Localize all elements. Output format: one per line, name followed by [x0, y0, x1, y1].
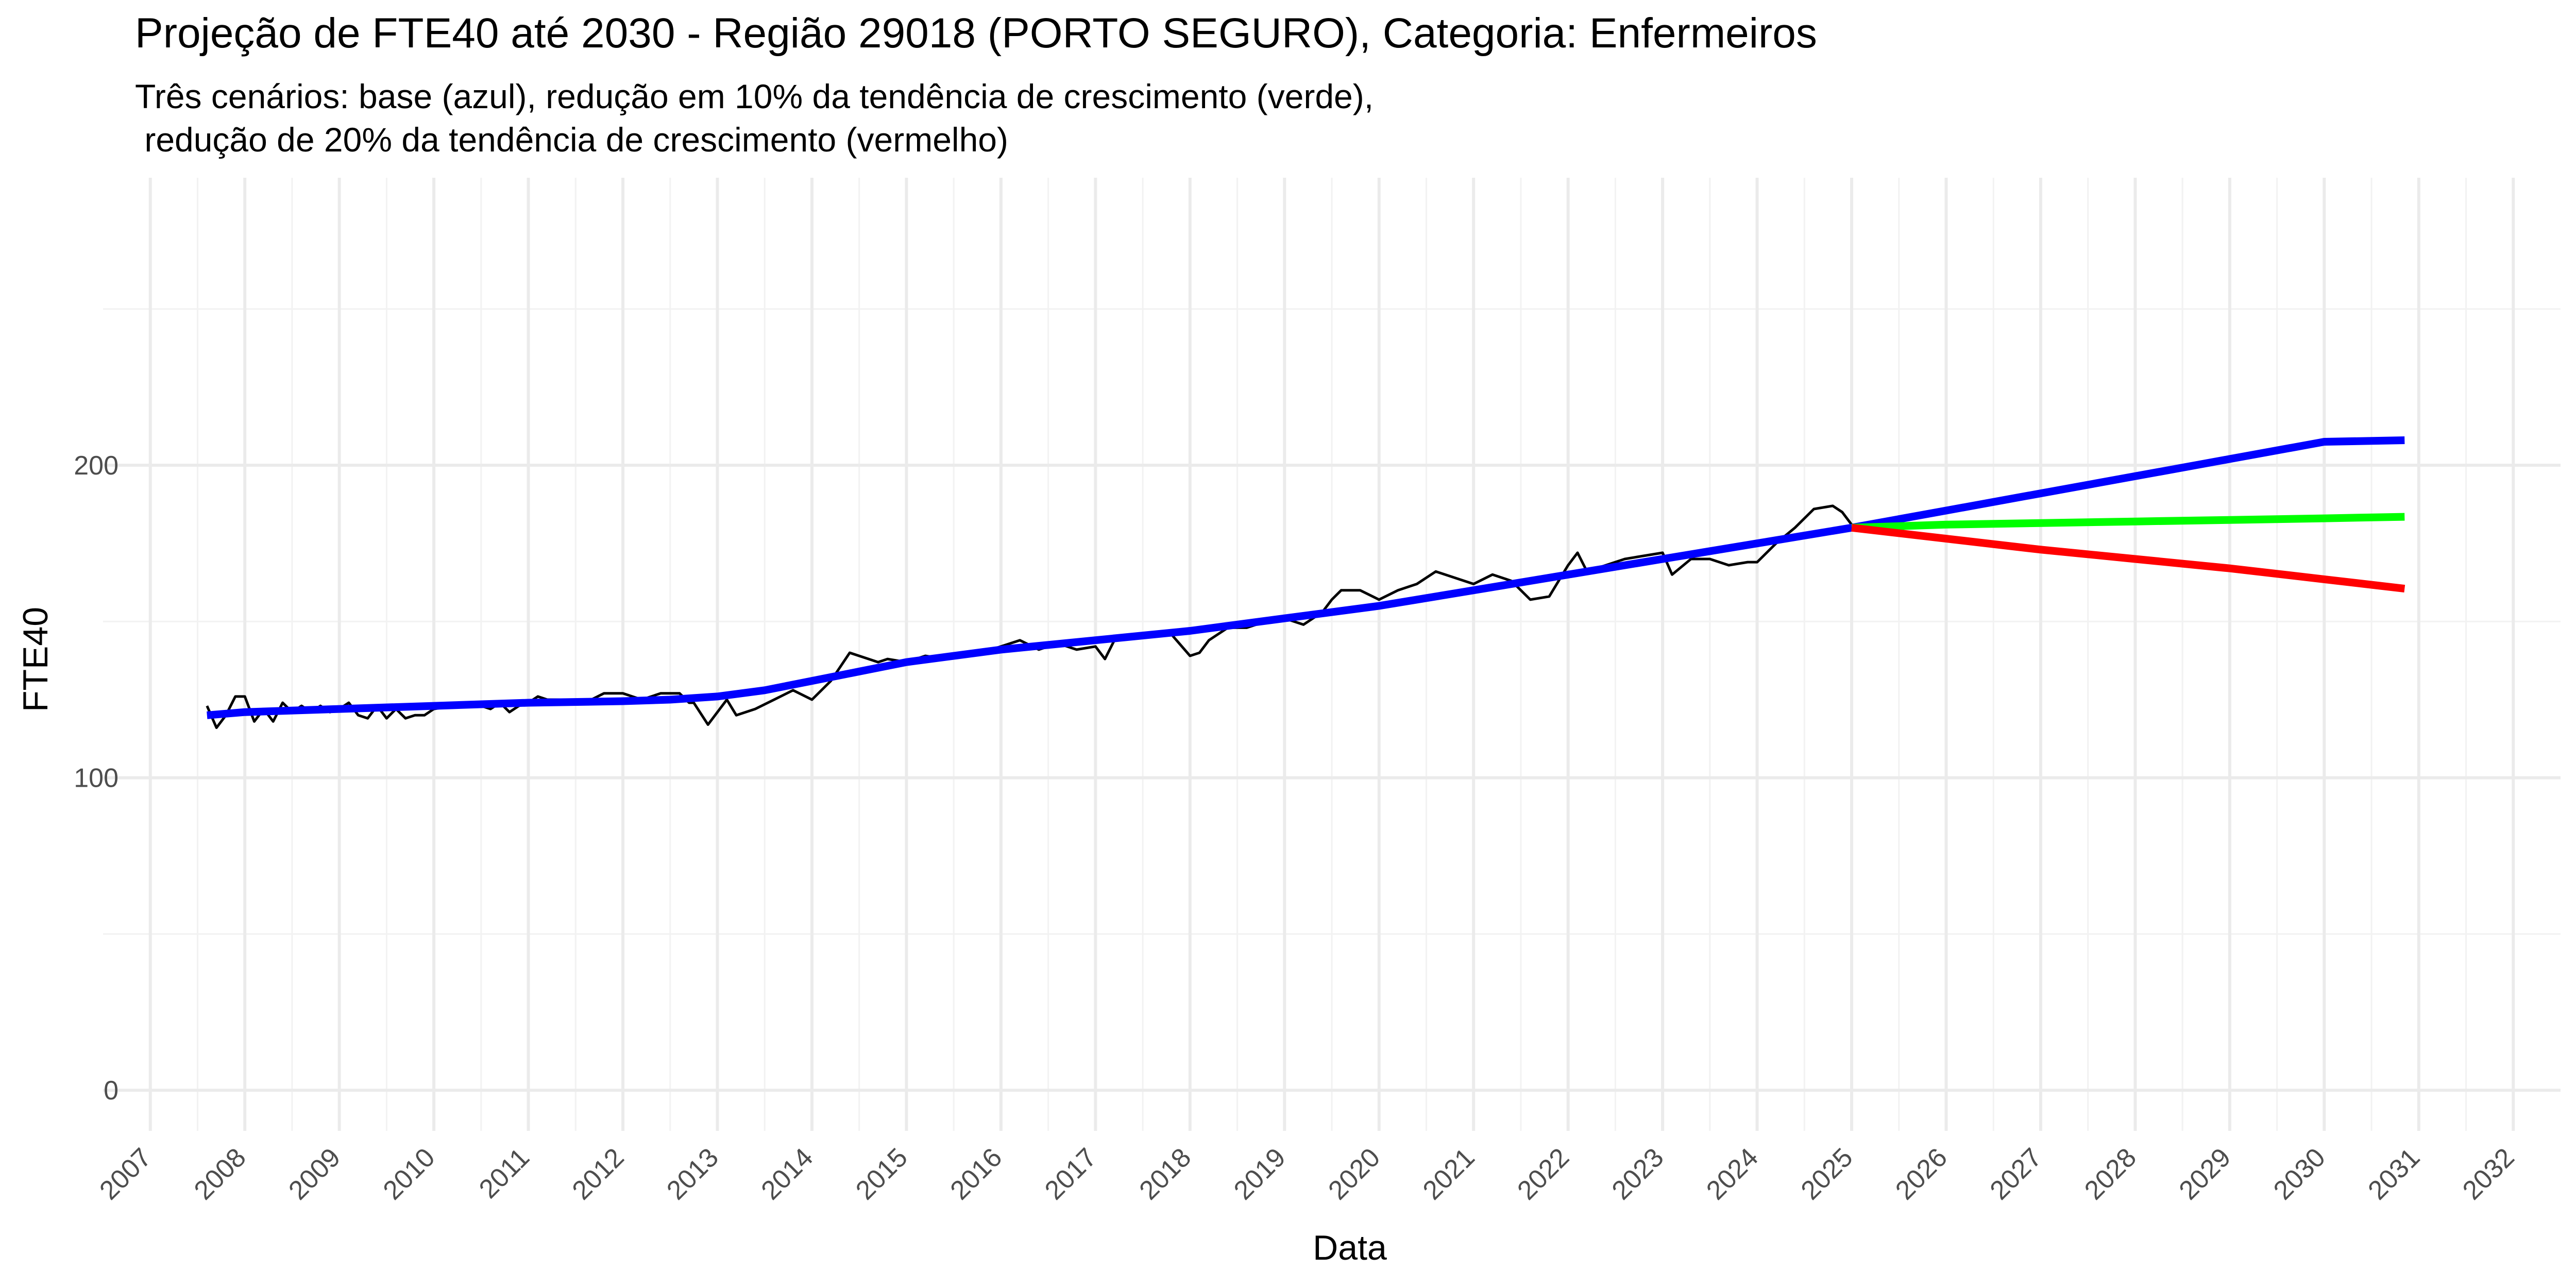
x-tick-label: 2017: [1039, 1142, 1103, 1206]
x-tick-label: 2026: [1890, 1142, 1953, 1206]
x-tick-label: 2019: [1228, 1142, 1292, 1206]
x-tick-label: 2012: [567, 1142, 630, 1206]
x-axis-title: Data: [1313, 1228, 1387, 1267]
x-tick-label: 2021: [1417, 1142, 1481, 1206]
grid-minor: [103, 178, 2561, 1131]
grid-major: [103, 178, 2561, 1131]
subtitle-line-2: redução de 20% da tendência de crescimen…: [135, 121, 1008, 159]
x-tick-label: 2011: [473, 1142, 535, 1204]
x-tick-label: 2024: [1701, 1142, 1764, 1206]
y-tick-label: 200: [74, 451, 118, 481]
base-scenario-line: [207, 436, 2405, 719]
reduction-10-scenario-line: [1851, 513, 2405, 532]
x-tick-label: 2008: [189, 1142, 252, 1206]
y-axis-ticks: 0 100 200: [74, 451, 118, 1106]
x-tick-label: 2018: [1133, 1142, 1197, 1206]
observed-series-line: [206, 504, 1853, 729]
x-tick-label: 2010: [378, 1142, 441, 1206]
y-axis-title: FTE40: [16, 607, 55, 712]
y-tick-label: 0: [104, 1076, 118, 1106]
series-layer: [206, 436, 2405, 729]
x-tick-label: 2009: [283, 1142, 346, 1206]
x-tick-label: 2027: [1985, 1142, 2048, 1206]
x-tick-label: 2013: [661, 1142, 724, 1206]
x-tick-label: 2015: [850, 1142, 913, 1206]
x-tick-label: 2016: [945, 1142, 1008, 1206]
x-tick-label: 2020: [1323, 1142, 1386, 1206]
y-tick-label: 100: [74, 764, 118, 793]
chart-title: Projeção de FTE40 até 2030 - Região 2901…: [135, 10, 1817, 57]
x-tick-label: 2031: [2362, 1142, 2426, 1206]
chart-subtitle: Três cenários: base (azul), redução em 1…: [135, 75, 1374, 161]
x-tick-label: 2029: [2174, 1142, 2237, 1206]
x-tick-label: 2014: [756, 1142, 819, 1206]
x-axis-ticks: 2007 2008 2009 2010 2011 2012 2013 2014 2015 2016…: [94, 1142, 2520, 1206]
x-tick-label: 2022: [1512, 1142, 1575, 1206]
x-tick-label: 2030: [2268, 1142, 2331, 1206]
x-tick-label: 2007: [94, 1142, 157, 1206]
subtitle-line-1: Três cenários: base (azul), redução em 1…: [135, 77, 1374, 115]
x-tick-label: 2032: [2457, 1142, 2520, 1206]
reduction-20-scenario-line: [1851, 523, 2405, 593]
x-tick-label: 2023: [1606, 1142, 1670, 1206]
x-tick-label: 2025: [1795, 1142, 1859, 1206]
x-tick-label: 2028: [2079, 1142, 2142, 1206]
